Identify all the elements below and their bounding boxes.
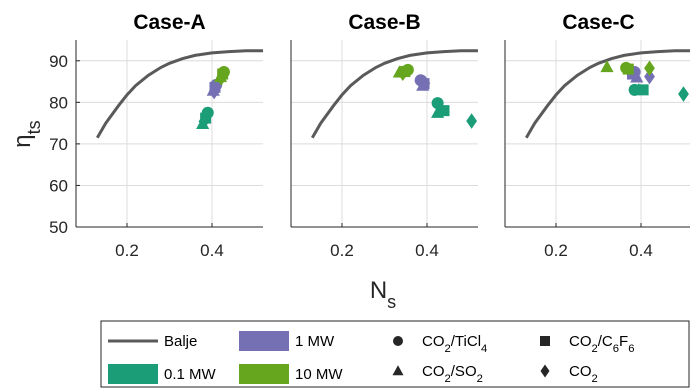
legend-label: CO2/SO2 <box>422 363 483 385</box>
legend-swatch-01mw <box>108 364 158 384</box>
y-tick-label: 60 <box>49 176 68 195</box>
y-axis-title: ηts <box>9 120 44 147</box>
balje-curve <box>311 49 478 139</box>
data-point-co2-so2-01mw <box>431 105 445 118</box>
x-axis-label: Ns <box>370 277 396 312</box>
x-axis-title: Ns <box>370 277 396 312</box>
legend-marker-triangle <box>392 365 404 376</box>
data-point-co2-10mw <box>215 70 227 86</box>
balje-curve <box>96 49 263 139</box>
legend-swatch-1mw <box>239 331 289 351</box>
y-axis-label: ηts <box>9 120 44 147</box>
legend-swatch-10mw <box>239 364 289 384</box>
legend-label: CO2/TiCl4 <box>422 333 487 355</box>
legend-label: 10 MW <box>295 366 343 383</box>
data-point-co2-c6f6-01mw <box>637 84 649 96</box>
data-point-co2-10mw <box>644 60 655 77</box>
data-point-co2-01mw <box>466 113 478 129</box>
panel-case-b: 0.2 0.4 Case-B <box>290 11 478 260</box>
data-point-co2-01mw <box>198 113 210 130</box>
plot-area <box>76 40 263 227</box>
legend: Balje 1 MW 0.1 MW 10 MW CO2/TiCl4 CO2/C6F6 CO2… <box>100 320 690 388</box>
data-point-co2-01mw <box>678 86 689 102</box>
x-tick-label: 0.2 <box>115 241 139 260</box>
data-point-co2-1mw <box>419 75 431 92</box>
data-point-co2-so2-10mw <box>600 60 614 73</box>
plot-area <box>291 40 478 227</box>
legend-marker-square <box>540 336 550 346</box>
legend-label: 0.1 MW <box>164 366 217 383</box>
panel-title: Case-B <box>348 11 420 34</box>
legend-box <box>100 320 690 388</box>
y-tick-label: 90 <box>49 52 68 71</box>
legend-label: CO2 <box>569 363 598 385</box>
plot-area <box>505 40 690 227</box>
panel-case-a: 0.2 0.4 50 60 70 80 90 Case-A <box>49 11 263 260</box>
legend-label: 1 MW <box>295 333 335 350</box>
legend-label: Balje <box>164 333 197 350</box>
data-point-co2-so2-1mw <box>630 70 644 83</box>
data-point-co2-c6f6-10mw <box>622 63 634 75</box>
x-tick-label: 0.2 <box>330 241 354 260</box>
y-tick-label: 50 <box>49 218 68 237</box>
panel-case-c: 0.2 0.4 Case-C <box>504 11 690 260</box>
data-point-co2-so2-01mw <box>632 82 646 95</box>
y-tick-label: 70 <box>49 135 68 154</box>
data-point-co2-1mw <box>208 83 220 100</box>
legend-marker-circle <box>393 336 403 346</box>
legend-label: CO2/C6F6 <box>569 333 634 355</box>
y-tick-label: 80 <box>49 93 68 112</box>
balje-curve <box>525 49 690 139</box>
x-tick-label: 0.2 <box>544 241 568 260</box>
x-tick-label: 0.4 <box>200 241 224 260</box>
data-point-co2-10mw <box>397 65 409 82</box>
panel-title: Case-C <box>562 11 634 34</box>
x-tick-label: 0.4 <box>415 241 439 260</box>
legend-marker-diamond <box>540 364 550 378</box>
panel-title: Case-A <box>133 11 205 34</box>
x-tick-label: 0.4 <box>629 241 653 260</box>
chart-panels: 0.2 0.4 50 60 70 80 90 Case-A 0.2 0.4 Case-B 0.2 0.4… <box>49 11 690 260</box>
data-point-co2-1mw <box>644 68 655 85</box>
data-point-co2-c6f6-01mw <box>438 105 450 117</box>
